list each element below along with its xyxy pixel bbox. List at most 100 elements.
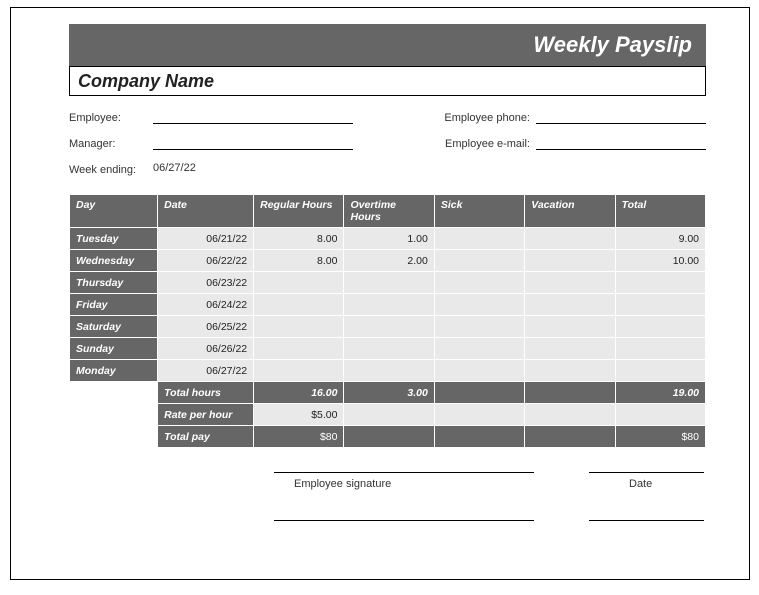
company-row: Company Name	[69, 66, 706, 96]
summary-total-hours: Total hours 16.00 3.00 19.00	[70, 382, 706, 404]
cell-day: Sunday	[70, 338, 158, 360]
cell-overtime	[344, 360, 434, 382]
cell-total: 9.00	[615, 228, 705, 250]
col-overtime: Overtime Hours	[344, 195, 434, 228]
cell-overtime: 2.00	[344, 250, 434, 272]
title-bar: Weekly Payslip	[69, 24, 706, 66]
cell-sick	[434, 272, 524, 294]
cell-overtime: 1.00	[344, 228, 434, 250]
total-pay-overtime	[344, 426, 434, 448]
cell-total	[615, 272, 705, 294]
rate-label: Rate per hour	[158, 404, 254, 426]
signature-area: Employee signature Date	[69, 466, 706, 546]
rate-sick	[434, 404, 524, 426]
table-row: Tuesday06/21/228.001.00 9.00	[70, 228, 706, 250]
cell-sick	[434, 316, 524, 338]
date-signature-line	[589, 472, 704, 473]
col-sick: Sick	[434, 195, 524, 228]
cell-date: 06/21/22	[158, 228, 254, 250]
cell-overtime	[344, 316, 434, 338]
col-vacation: Vacation	[525, 195, 615, 228]
total-pay-sick	[434, 426, 524, 448]
cell-day: Thursday	[70, 272, 158, 294]
weekending-value: 06/27/22	[153, 162, 353, 176]
email-value	[536, 136, 706, 150]
total-hours-vacation	[525, 382, 615, 404]
cell-day: Saturday	[70, 316, 158, 338]
manager-label: Manager:	[69, 138, 149, 150]
cell-vacation	[525, 316, 615, 338]
employee-label: Employee:	[69, 112, 149, 124]
total-pay-total: $80	[615, 426, 705, 448]
cell-day: Monday	[70, 360, 158, 382]
total-hours-overtime: 3.00	[344, 382, 434, 404]
cell-regular	[254, 272, 344, 294]
cell-date: 06/22/22	[158, 250, 254, 272]
phone-value	[536, 110, 706, 124]
cell-vacation	[525, 272, 615, 294]
cell-day: Tuesday	[70, 228, 158, 250]
manager-value	[153, 136, 353, 150]
employee-value	[153, 110, 353, 124]
cell-regular: 8.00	[254, 228, 344, 250]
date-signature-line2	[589, 520, 704, 521]
rate-regular: $5.00	[254, 404, 344, 426]
table-row: Monday06/27/22	[70, 360, 706, 382]
total-hours-total: 19.00	[615, 382, 705, 404]
total-hours-sick	[434, 382, 524, 404]
cell-overtime	[344, 338, 434, 360]
employee-signature-line2	[274, 520, 534, 521]
cell-date: 06/23/22	[158, 272, 254, 294]
cell-sick	[434, 294, 524, 316]
cell-sick	[434, 250, 524, 272]
payslip-page: Weekly Payslip Company Name Employee: Em…	[10, 7, 750, 580]
cell-vacation	[525, 250, 615, 272]
cell-date: 06/25/22	[158, 316, 254, 338]
cell-vacation	[525, 338, 615, 360]
summary-rate: Rate per hour $5.00	[70, 404, 706, 426]
cell-total	[615, 338, 705, 360]
phone-label: Employee phone:	[430, 112, 530, 124]
employee-signature-line	[274, 472, 534, 473]
info-row-weekending: Week ending: 06/27/22	[69, 158, 706, 176]
table-header-row: Day Date Regular Hours Overtime Hours Si…	[70, 195, 706, 228]
cell-vacation	[525, 360, 615, 382]
hours-table: Day Date Regular Hours Overtime Hours Si…	[69, 194, 706, 448]
table-row: Thursday06/23/22	[70, 272, 706, 294]
cell-vacation	[525, 228, 615, 250]
col-day: Day	[70, 195, 158, 228]
employee-signature-label: Employee signature	[294, 478, 391, 490]
cell-sick	[434, 360, 524, 382]
col-total: Total	[615, 195, 705, 228]
cell-regular	[254, 316, 344, 338]
date-signature-label: Date	[629, 478, 652, 490]
cell-day: Friday	[70, 294, 158, 316]
info-block: Employee: Employee phone: Manager: Emplo…	[69, 106, 706, 176]
total-pay-vacation	[525, 426, 615, 448]
doc-title: Weekly Payslip	[533, 32, 692, 57]
cell-day: Wednesday	[70, 250, 158, 272]
total-hours-regular: 16.00	[254, 382, 344, 404]
rate-overtime	[344, 404, 434, 426]
cell-total: 10.00	[615, 250, 705, 272]
cell-date: 06/24/22	[158, 294, 254, 316]
cell-total	[615, 360, 705, 382]
cell-total	[615, 294, 705, 316]
email-label: Employee e-mail:	[430, 138, 530, 150]
cell-date: 06/26/22	[158, 338, 254, 360]
table-row: Friday06/24/22	[70, 294, 706, 316]
col-date: Date	[158, 195, 254, 228]
table-row: Sunday06/26/22	[70, 338, 706, 360]
cell-regular	[254, 338, 344, 360]
company-name-label: Company Name	[78, 71, 214, 92]
cell-regular	[254, 360, 344, 382]
rate-total	[615, 404, 705, 426]
cell-date: 06/27/22	[158, 360, 254, 382]
cell-sick	[434, 228, 524, 250]
cell-vacation	[525, 294, 615, 316]
cell-regular	[254, 294, 344, 316]
total-pay-label: Total pay	[158, 426, 254, 448]
col-regular: Regular Hours	[254, 195, 344, 228]
cell-total	[615, 316, 705, 338]
cell-overtime	[344, 272, 434, 294]
